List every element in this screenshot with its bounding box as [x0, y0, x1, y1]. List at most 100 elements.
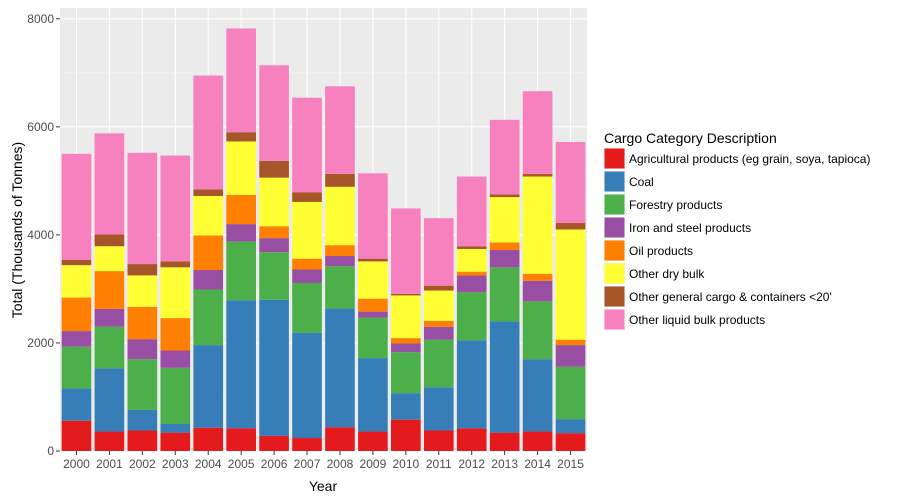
y-axis-ticks: 0 2000 4000 6000 8000 — [27, 12, 60, 458]
bar-segment — [226, 224, 256, 242]
bar-segment — [94, 308, 125, 327]
bar-segment — [160, 318, 191, 351]
bar-segment — [555, 366, 586, 420]
bar-segment — [555, 419, 586, 434]
legend-label: Agricultural products (eg grain, soya, t… — [629, 152, 870, 166]
bar-segment — [61, 153, 92, 260]
x-tick-label: 2004 — [195, 457, 222, 471]
x-axis-ticks: 2000 2001 2002 2003 2004 2005 2006 2007 2008 2009… — [63, 451, 584, 471]
bar-segment — [325, 86, 355, 174]
bar-segment — [391, 338, 421, 344]
bar-segment — [259, 177, 289, 227]
bar-segment — [61, 297, 92, 332]
legend-label: Other dry bulk — [629, 267, 705, 281]
bar-segment — [160, 350, 191, 368]
bar-segment — [358, 258, 388, 262]
bar-segment — [325, 245, 355, 256]
y-tick-label: 0 — [47, 444, 54, 458]
bar-segment — [325, 308, 355, 428]
x-tick-label: 2015 — [557, 457, 584, 471]
x-tick-label: 2003 — [162, 457, 189, 471]
bar-segment — [292, 192, 322, 202]
bar-segment — [391, 208, 421, 294]
bar-segment — [61, 346, 92, 389]
legend-key — [604, 286, 625, 307]
bar-segment — [489, 119, 520, 195]
bar-segment — [423, 339, 454, 388]
bar-segment — [127, 264, 158, 276]
bar-segment — [456, 248, 487, 272]
legend-key — [604, 148, 625, 169]
legend-label: Coal — [629, 175, 654, 189]
legend-key — [604, 309, 625, 330]
legend-label: Oil products — [629, 244, 693, 258]
bar-segment — [456, 292, 487, 341]
bar-segment — [226, 194, 256, 225]
bar-segment — [127, 339, 158, 360]
legend-label: Other liquid bulk products — [629, 313, 765, 327]
bar-segment — [193, 270, 224, 290]
bar-segment — [325, 173, 355, 187]
bar-segment — [160, 432, 191, 451]
bar-segment — [555, 223, 586, 230]
bar-segment — [292, 438, 322, 451]
bar-segment — [423, 430, 454, 451]
y-axis-title: Total (Thousands of Tonnes) — [9, 142, 25, 318]
x-axis-title: Year — [309, 478, 338, 494]
bar-segment — [555, 229, 586, 340]
y-tick-label: 2000 — [27, 336, 54, 350]
y-tick-label: 4000 — [27, 228, 54, 242]
bar-segment — [226, 28, 256, 133]
bar-segment — [127, 152, 158, 265]
bar-segment — [423, 387, 454, 431]
bar-segment — [226, 241, 256, 301]
bar-segment — [358, 261, 388, 299]
x-tick-label: 2007 — [294, 457, 321, 471]
bar-segment — [193, 345, 224, 428]
legend-label: Other general cargo & containers <20' — [629, 290, 832, 304]
bar-segment — [193, 75, 224, 190]
x-tick-label: 2011 — [426, 457, 452, 471]
bar-segment — [325, 255, 355, 267]
bar-segment — [259, 238, 289, 253]
bar-segment — [423, 326, 454, 340]
bar-segment — [489, 267, 520, 322]
legend-key — [604, 217, 625, 238]
bar-segment — [489, 194, 520, 198]
bar-segment — [259, 299, 289, 436]
bar-segment — [193, 196, 224, 236]
bar-segment — [160, 267, 191, 319]
bar-segment — [555, 345, 586, 367]
bar-segment — [456, 271, 487, 276]
bar-segment — [522, 273, 553, 281]
bar-segment — [522, 91, 553, 174]
bar-segment — [61, 265, 92, 298]
bar-segment — [456, 340, 487, 429]
bar-segment — [522, 431, 553, 451]
x-tick-label: 2013 — [491, 457, 518, 471]
legend: Cargo Category Description Agricultural … — [604, 130, 870, 330]
bar-segment — [391, 293, 421, 296]
bar-segment — [160, 367, 191, 424]
bar-segment — [127, 306, 158, 340]
x-tick-label: 2000 — [63, 457, 90, 471]
bar-segment — [423, 285, 454, 291]
x-tick-label: 2006 — [261, 457, 288, 471]
bar-segment — [259, 435, 289, 451]
bar-segment — [127, 359, 158, 410]
bar-segment — [456, 246, 487, 249]
bar-segment — [522, 173, 553, 177]
bar-segment — [456, 176, 487, 247]
x-tick-label: 2005 — [228, 457, 255, 471]
bar-segment — [94, 431, 125, 451]
bar-segment — [522, 280, 553, 302]
bar-segment — [94, 246, 125, 272]
bar-segment — [160, 423, 191, 433]
bar-segment — [193, 235, 224, 271]
legend-key — [604, 194, 625, 215]
y-tick-label: 8000 — [27, 12, 54, 26]
bar-segment — [61, 420, 92, 451]
bar-segment — [193, 289, 224, 346]
bar-segment — [259, 252, 289, 300]
bar-segment — [555, 433, 586, 451]
